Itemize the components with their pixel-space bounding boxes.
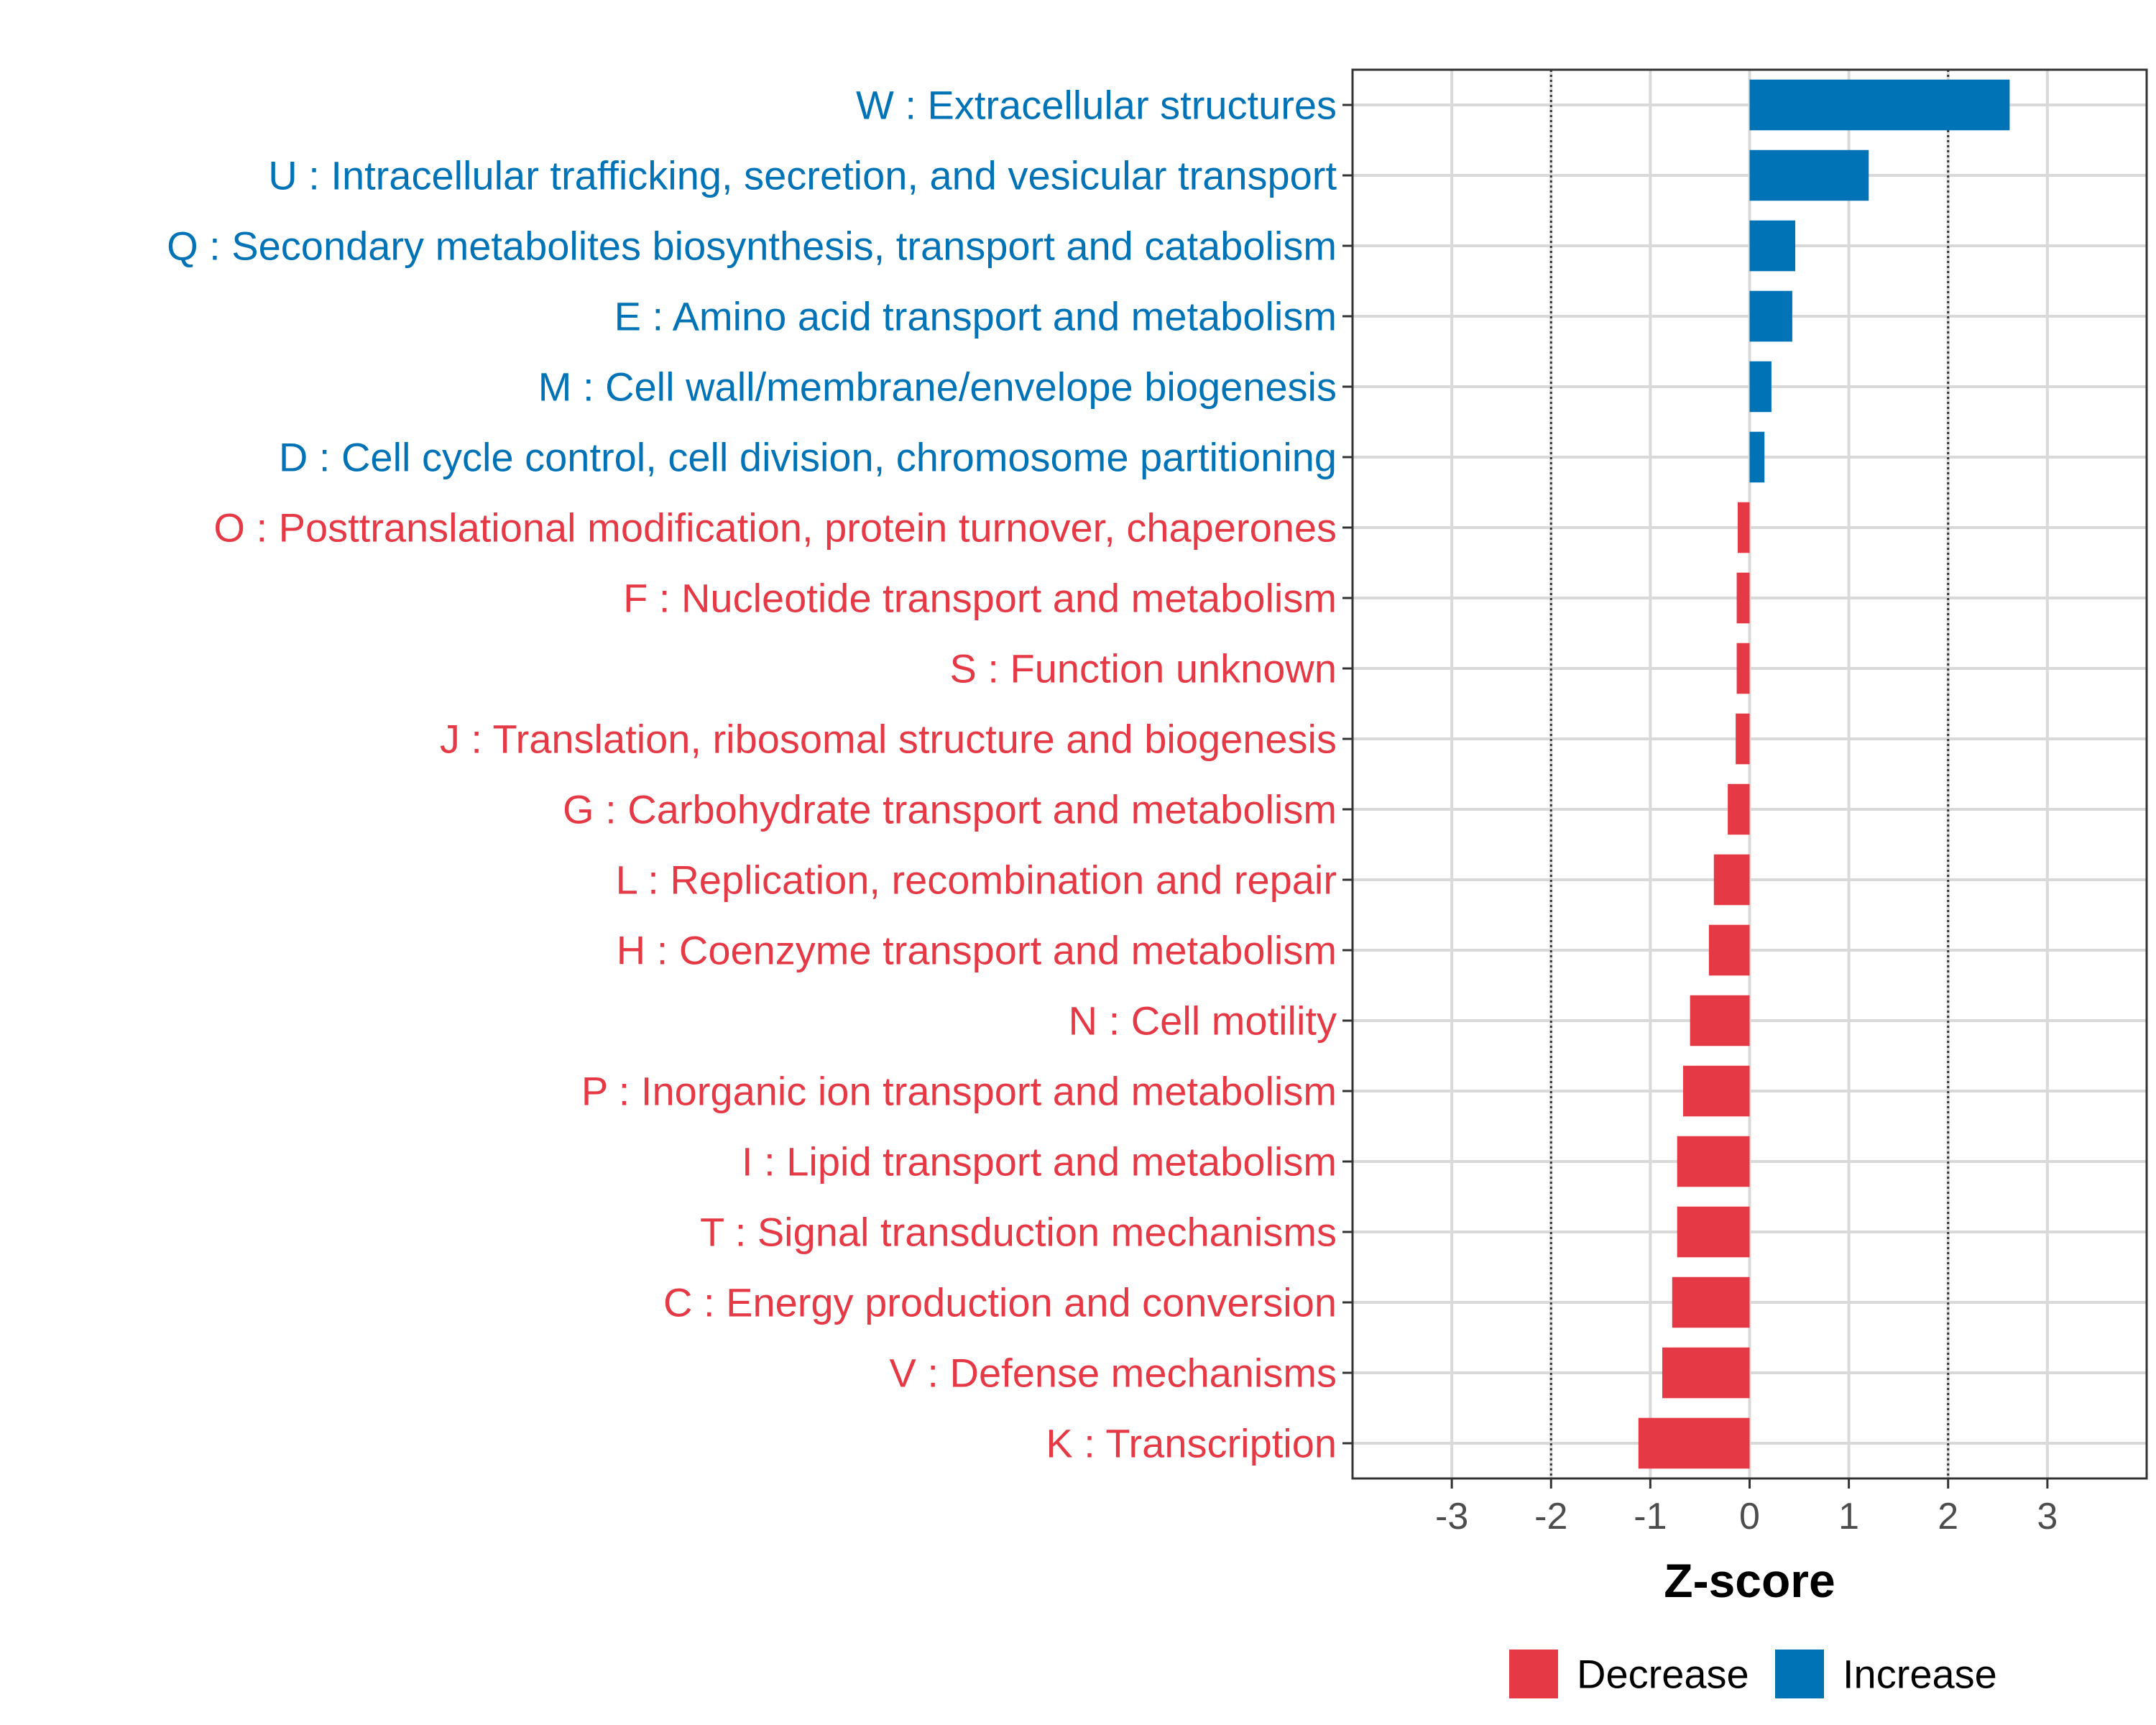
category-label: D : Cell cycle control, cell division, c… (279, 435, 1337, 480)
bar (1749, 290, 1792, 342)
bar (1749, 431, 1765, 483)
reference-lines (1549, 70, 1950, 1478)
legend-key (1509, 1650, 1558, 1698)
category-label: J : Translation, ribosomal structure and… (440, 717, 1337, 762)
category-label: G : Carbohydrate transport and metabolis… (563, 787, 1337, 832)
bar (1677, 1206, 1750, 1258)
category-label: K : Transcription (1046, 1421, 1337, 1466)
bar (1662, 1347, 1750, 1399)
bar (1677, 1136, 1750, 1187)
x-tick-label: 3 (2037, 1496, 2058, 1537)
category-label: I : Lipid transport and metabolism (742, 1139, 1337, 1184)
x-tick-label: 0 (1739, 1496, 1760, 1537)
legend-label: Decrease (1577, 1652, 1749, 1697)
category-label: Q : Secondary metabolites biosynthesis, … (167, 224, 1337, 269)
category-label: P : Inorganic ion transport and metaboli… (581, 1069, 1337, 1114)
bar (1672, 1276, 1750, 1328)
bar (1749, 361, 1772, 413)
x-axis-ticks (1450, 1478, 2049, 1489)
category-label: S : Function unknown (949, 646, 1337, 691)
y-axis-ticks (1342, 104, 1353, 1445)
bars (1638, 79, 2010, 1469)
bar (1708, 924, 1750, 976)
category-label: V : Defense mechanisms (890, 1351, 1337, 1396)
x-tick-label: -3 (1435, 1496, 1468, 1537)
bar (1690, 995, 1750, 1046)
bar (1736, 643, 1750, 694)
legend-key (1775, 1650, 1824, 1698)
category-label: H : Coenzyme transport and metabolism (617, 928, 1337, 973)
bar (1749, 150, 1869, 201)
bar (1736, 713, 1750, 765)
legend: Decrease Increase (1509, 1650, 1997, 1698)
category-label: L : Replication, recombination and repai… (616, 857, 1337, 903)
x-tick-label: -2 (1534, 1496, 1567, 1537)
bar (1749, 220, 1796, 272)
x-tick-labels: -3 -2 -1 0 1 2 3 (1435, 1496, 2058, 1537)
bar (1682, 1065, 1750, 1117)
category-labels: W : Extracellular structures U : Intracel… (167, 83, 1337, 1466)
category-label: C : Energy production and conversion (663, 1280, 1337, 1325)
x-tick-label: -1 (1634, 1496, 1667, 1537)
category-label: W : Extracellular structures (856, 83, 1337, 128)
bar (1737, 502, 1750, 553)
x-tick-label: 1 (1838, 1496, 1859, 1537)
bar (1728, 783, 1750, 835)
bar (1736, 572, 1750, 624)
bar (1638, 1417, 1750, 1469)
category-label: U : Intracellular trafficking, secretion… (268, 153, 1337, 198)
x-axis-title: Z-score (1664, 1554, 1835, 1607)
x-tick-label: 2 (1938, 1496, 1958, 1537)
category-label: M : Cell wall/membrane/envelope biogenes… (538, 364, 1337, 410)
bar (1749, 79, 2010, 131)
category-label: E : Amino acid transport and metabolism (614, 294, 1337, 339)
category-label: O : Posttranslational modification, prot… (213, 505, 1337, 551)
category-label: F : Nucleotide transport and metabolism (623, 576, 1337, 621)
category-label: N : Cell motility (1069, 998, 1337, 1044)
category-label: T : Signal transduction mechanisms (700, 1210, 1337, 1255)
bar (1713, 854, 1750, 906)
legend-label: Increase (1843, 1652, 1997, 1697)
